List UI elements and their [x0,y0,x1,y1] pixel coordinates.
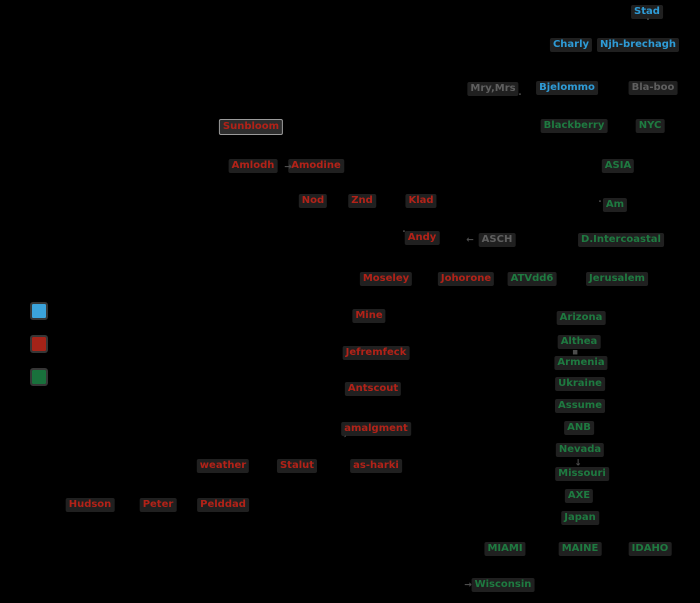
annotation-mark: ▪ [571,347,579,358]
point-label-red-cluster: Johorone [437,272,495,286]
annotation-mark: · [598,197,602,208]
point-label-red-cluster: as-harki [350,459,402,473]
point-label-green-cluster: IDAHO [628,542,672,556]
point-label-gray-cluster: Mry,Mrs [467,82,519,96]
point-label-blue-cluster: Stad [631,5,663,19]
annotation-mark: ↓ [574,458,582,469]
point-label-red-cluster: Amodine [288,159,344,173]
legend-swatch-2 [30,368,48,386]
point-label-green-cluster: Nevada [555,443,605,457]
point-label-green-cluster: Japan [561,511,599,525]
point-label-green-cluster: Wisconsin [471,578,535,592]
point-label-red-cluster: Pelddad [197,498,249,512]
legend-swatch-1 [30,335,48,353]
point-label-blue-cluster: Charly [549,38,593,52]
point-label-red-cluster: Sunbloom [218,119,284,135]
annotation-mark: ¸ [342,428,348,439]
point-label-red-cluster: amalgment [341,422,411,436]
point-label-blue-cluster: Bjelommo [536,81,598,95]
point-label-red-cluster: Mine [352,309,386,323]
point-label-gray-cluster: Bla-boo [628,81,678,95]
point-label-red-cluster: Andy [404,231,440,245]
point-label-green-cluster: Assume [555,399,605,413]
point-label-red-cluster: Stalut [276,459,318,473]
annotation-mark: → [284,162,292,173]
point-label-blue-cluster: Njh-brechagh [596,38,680,52]
point-label-red-cluster: Peter [139,498,177,512]
point-label-red-cluster: Klad [405,194,437,208]
point-label-green-cluster: MIAMI [484,542,526,556]
point-label-red-cluster: weather [196,459,250,473]
point-label-green-cluster: ANB [564,421,594,435]
point-label-red-cluster: Antscout [344,382,402,396]
point-label-green-cluster: AXE [564,489,594,503]
point-label-green-cluster: ATVdd6 [507,272,557,286]
annotation-mark: · [518,90,522,101]
point-label-green-cluster: Arizona [556,311,606,325]
point-label-green-cluster: Ukraine [555,377,605,391]
point-label-red-cluster: Hudson [65,498,115,512]
annotation-mark: → [464,580,472,591]
annotation-mark: ← [466,235,474,246]
point-label-red-cluster: Amlodh [228,159,278,173]
point-label-green-cluster: Althea [557,335,601,349]
point-label-red-cluster: Moseley [359,272,413,286]
point-label-gray-cluster: ASCH [478,233,516,247]
point-label-red-cluster: Znd [348,194,376,208]
point-label-green-cluster: ASIA [601,159,635,173]
point-label-green-cluster: D.Intercoastal [578,233,664,247]
point-label-green-cluster: NYC [635,119,665,133]
point-label-red-cluster: Nod [298,194,328,208]
annotation-mark: · [646,15,650,26]
point-label-green-cluster: Missouri [555,467,609,481]
annotation-mark: · [402,227,406,238]
point-label-green-cluster: Armenia [554,356,608,370]
point-label-red-cluster: Jefremfeck [342,346,410,360]
point-label-green-cluster: Jerusalem [586,272,648,286]
point-label-green-cluster: Blackberry [540,119,608,133]
legend-swatch-0 [30,302,48,320]
point-label-green-cluster: Am [602,198,628,212]
point-label-green-cluster: MAINE [558,542,602,556]
